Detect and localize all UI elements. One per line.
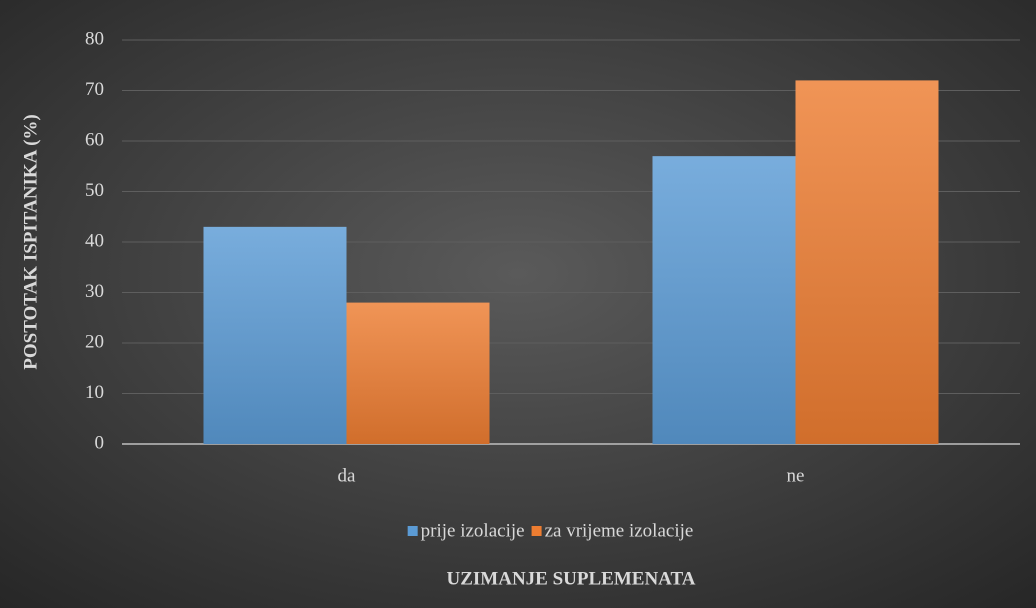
x-tick-label: da — [338, 465, 357, 486]
legend-label: prije izolacije — [421, 520, 525, 541]
y-tick-label: 30 — [85, 281, 104, 302]
y-tick-label: 40 — [85, 230, 104, 251]
bar — [346, 302, 490, 444]
y-axis-title: POSTOTAK ISPITANIKA (%) — [20, 114, 41, 370]
legend-swatch — [407, 526, 418, 536]
y-tick-label: 70 — [85, 79, 104, 100]
bar — [203, 226, 347, 444]
y-tick-label: 60 — [85, 129, 104, 150]
y-tick-label: 0 — [95, 432, 105, 453]
y-tick-label: 50 — [85, 180, 104, 201]
y-tick-label: 20 — [85, 331, 104, 352]
legend-label: za vrijeme izolacije — [545, 520, 694, 541]
x-tick-label: ne — [787, 465, 805, 486]
y-tick-label: 80 — [85, 28, 104, 49]
legend-swatch — [531, 526, 542, 536]
bar — [795, 80, 939, 445]
bar — [652, 156, 796, 444]
y-tick-label: 10 — [85, 382, 104, 403]
x-axis-title: UZIMANJE SUPLEMENATA — [447, 568, 696, 589]
